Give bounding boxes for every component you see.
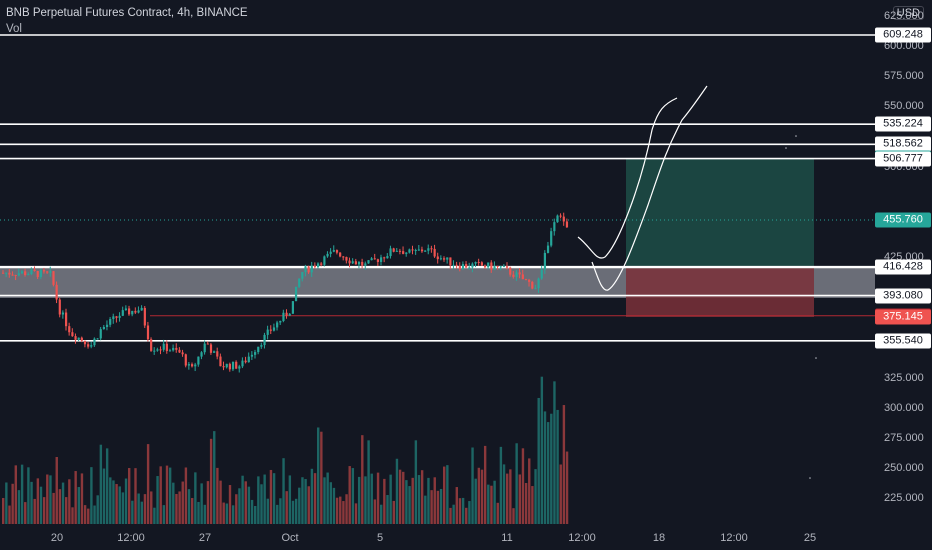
time-axis-label: 27 bbox=[198, 532, 212, 544]
price-level-tag: 609.248 bbox=[875, 27, 931, 43]
time-axis-label: 20 bbox=[50, 532, 64, 544]
time-axis-label: 12:00 bbox=[720, 532, 748, 544]
stop-loss-zone bbox=[626, 268, 814, 317]
time-axis-label: 25 bbox=[803, 532, 817, 544]
price-level-tag: 393.080 bbox=[875, 288, 931, 304]
price-axis-tick: 225.000 bbox=[884, 492, 924, 505]
price-level-tag: 455.760 bbox=[875, 212, 931, 228]
price-axis-tick: 325.000 bbox=[884, 371, 924, 384]
price-candles bbox=[2, 212, 569, 373]
price-level-tag: 535.224 bbox=[875, 116, 931, 132]
time-axis-label: Oct bbox=[281, 532, 299, 544]
price-level-tag: 416.428 bbox=[875, 259, 931, 275]
price-axis-tick: 625.000 bbox=[884, 10, 924, 22]
projected-path-drawing bbox=[577, 85, 708, 291]
price-level-tag: 506.777 bbox=[875, 151, 931, 167]
stray-dots bbox=[785, 135, 817, 479]
volume-indicator-label[interactable]: Vol bbox=[6, 23, 22, 35]
price-axis-tick: 575.000 bbox=[884, 70, 924, 83]
time-axis-label: 18 bbox=[652, 532, 666, 544]
currency-selector[interactable]: USD bbox=[892, 6, 924, 20]
price-axis-tick: 550.000 bbox=[884, 100, 924, 113]
price-level-tag: 518.562 bbox=[875, 136, 931, 152]
projected-path-right bbox=[591, 85, 708, 291]
time-axis-label: 12:00 bbox=[117, 532, 145, 544]
price-axis-tick: 300.000 bbox=[884, 401, 924, 414]
time-axis-label: 12:00 bbox=[568, 532, 596, 544]
price-axis-tick: 600.000 bbox=[884, 40, 924, 53]
volume-bars bbox=[2, 376, 569, 524]
horizontal-level-lines bbox=[0, 34, 875, 342]
price-axis-tick: 250.000 bbox=[884, 462, 924, 475]
projected-path-left bbox=[577, 97, 678, 259]
profit-target-zone bbox=[626, 159, 814, 269]
price-level-tag: 375.145 bbox=[875, 309, 931, 325]
price-axis-tick: 275.000 bbox=[884, 431, 924, 444]
time-axis-label: 5 bbox=[376, 532, 384, 544]
symbol-title[interactable]: BNB Perpetual Futures Contract, 4h, BINA… bbox=[6, 7, 248, 19]
price-level-tag: 355.540 bbox=[875, 333, 931, 349]
time-axis-label: 11 bbox=[501, 532, 513, 544]
